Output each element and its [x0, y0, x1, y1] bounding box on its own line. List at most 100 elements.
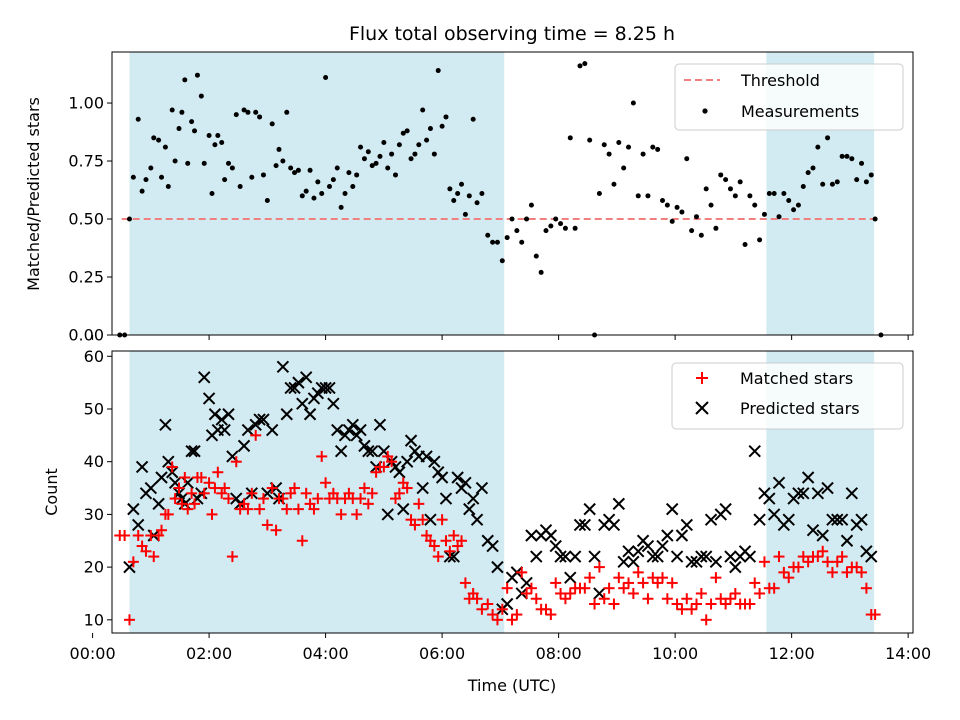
matched-star-point: [666, 577, 678, 589]
predicted-star-point: [323, 381, 336, 395]
measurement-point: [834, 179, 840, 185]
measurement-point: [264, 197, 270, 203]
matched-star-point: [627, 587, 639, 599]
measurement-point: [479, 191, 485, 196]
legend-matched-swatch: [696, 372, 708, 384]
matched-star-point: [671, 598, 683, 610]
measurement-point: [241, 107, 247, 113]
matched-star-point: [289, 482, 301, 494]
matched-star-point: [296, 535, 308, 547]
legend-matched-label: Matched stars: [740, 369, 853, 388]
bottom-legend: Matched stars Predicted stars: [671, 362, 904, 430]
predicted-star-point: [241, 423, 255, 437]
predicted-star-stroke: [632, 545, 645, 558]
predicted-star-stroke: [280, 408, 293, 421]
predicted-star-stroke: [724, 550, 737, 563]
predicted-star-point: [530, 550, 543, 563]
measurement-point: [201, 160, 207, 166]
matched-star-point: [506, 614, 518, 626]
measurement-point: [135, 116, 141, 122]
predicted-star-point: [593, 587, 606, 600]
measurement-point: [474, 200, 480, 206]
predicted-star-point: [840, 534, 854, 547]
measurement-point: [299, 193, 305, 199]
predicted-star-point: [327, 397, 340, 410]
predicted-star-stroke: [470, 513, 484, 526]
predicted-star-stroke: [168, 476, 182, 489]
matched-star-point: [584, 572, 596, 584]
measurement-point: [319, 191, 325, 196]
predicted-star-stroke: [670, 550, 684, 563]
matched-star-point: [491, 614, 503, 626]
measurement-point: [786, 197, 792, 203]
matched-star-point: [836, 551, 848, 563]
measurement-point: [431, 151, 437, 157]
measurement-point: [219, 139, 225, 145]
matched-star-point: [831, 556, 843, 568]
measurement-point: [361, 156, 367, 162]
predicted-star-stroke: [404, 434, 418, 447]
predicted-star-stroke: [622, 545, 635, 558]
predicted-star-stroke: [226, 450, 239, 463]
predicted-star-point: [420, 450, 433, 463]
predicted-star-stroke: [811, 487, 825, 500]
matched-star-point: [851, 561, 863, 573]
measurement-point: [209, 191, 215, 196]
measurement-point: [771, 191, 777, 196]
predicted-star-stroke: [699, 550, 713, 563]
y-tick-label: 0.25: [68, 268, 104, 287]
measurement-point: [338, 204, 344, 210]
measurement-point: [548, 223, 554, 229]
predicted-star-point: [222, 408, 235, 421]
predicted-star-stroke: [627, 555, 640, 569]
predicted-star-point: [656, 539, 669, 553]
matched-star-point: [501, 582, 513, 594]
matched-star-point: [681, 593, 693, 605]
measurement-point: [504, 235, 510, 241]
matched-star-point: [652, 577, 664, 589]
predicted-star-point: [559, 550, 572, 563]
predicted-star-point: [588, 550, 601, 563]
measurement-point: [524, 216, 530, 222]
measurement-point: [189, 119, 195, 125]
measurement-point: [400, 130, 406, 136]
matched-star-point: [335, 508, 347, 520]
predicted-star-point: [373, 418, 387, 432]
measurement-point: [130, 174, 136, 180]
measurement-point: [222, 177, 228, 183]
measurement-point: [346, 170, 352, 176]
matched-star-point: [476, 603, 488, 615]
measurement-point: [233, 112, 239, 118]
predicted-star-stroke: [544, 529, 558, 542]
predicted-star-stroke: [840, 534, 854, 547]
measurement-point: [396, 142, 402, 148]
measurement-point: [872, 216, 878, 222]
predicted-star-stroke: [397, 502, 410, 516]
measurement-point: [330, 177, 336, 183]
matched-star-point: [246, 487, 258, 499]
y-tick-label: 60: [84, 347, 104, 366]
measurement-point: [404, 128, 410, 134]
measurement-point: [859, 160, 865, 166]
predicted-star-point: [470, 513, 484, 526]
measurement-point: [742, 242, 748, 248]
predicted-star-point: [439, 492, 453, 505]
measurement-point: [737, 179, 743, 185]
matched-star-point: [744, 598, 756, 610]
measurement-point: [148, 165, 154, 171]
predicted-star-stroke: [583, 502, 596, 516]
predicted-star-stroke: [377, 444, 391, 458]
top-axes-frame: [111, 51, 914, 336]
y-tick-label: 50: [84, 399, 104, 418]
predicted-star-point: [144, 481, 158, 495]
ratio-panel: Flux total observing time = 8.25 h 0.000…: [24, 23, 914, 345]
measurement-point: [288, 165, 294, 171]
predicted-star-stroke: [222, 408, 235, 421]
top-y-ticks: 0.00 0.25 0.50 0.75 1.00: [68, 94, 112, 345]
matched-star-point: [710, 572, 722, 584]
predicted-star-stroke: [299, 371, 313, 384]
measurement-point: [626, 144, 632, 150]
predicted-star-point: [748, 444, 761, 458]
measurement-point: [713, 225, 719, 231]
matched-star-point: [254, 503, 266, 515]
